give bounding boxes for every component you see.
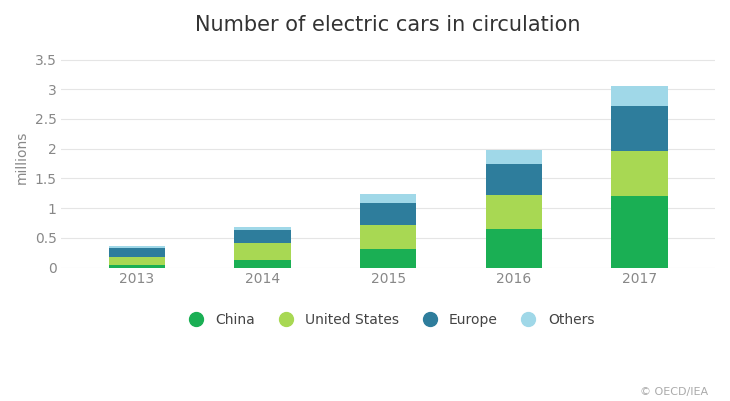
Bar [485, 195, 542, 229]
Bar [109, 245, 165, 248]
Bar [485, 150, 542, 164]
Bar [234, 227, 291, 230]
Bar [109, 265, 165, 267]
Y-axis label: millions: millions [15, 131, 29, 184]
Title: Number of electric cars in circulation: Number of electric cars in circulation [196, 15, 581, 35]
Bar [360, 194, 417, 203]
Bar [360, 249, 417, 267]
Bar [611, 86, 668, 107]
Text: © OECD/IEA: © OECD/IEA [640, 387, 708, 397]
Bar [485, 164, 542, 195]
Bar [234, 230, 291, 243]
Bar [360, 225, 417, 249]
Bar [234, 260, 291, 267]
Bar [611, 107, 668, 151]
Bar [360, 203, 417, 225]
Bar [485, 229, 542, 267]
Bar [234, 243, 291, 260]
Bar [611, 151, 668, 196]
Bar [109, 257, 165, 265]
Bar [611, 196, 668, 267]
Bar [109, 248, 165, 257]
Legend: China, United States, Europe, Others: China, United States, Europe, Others [177, 308, 600, 332]
